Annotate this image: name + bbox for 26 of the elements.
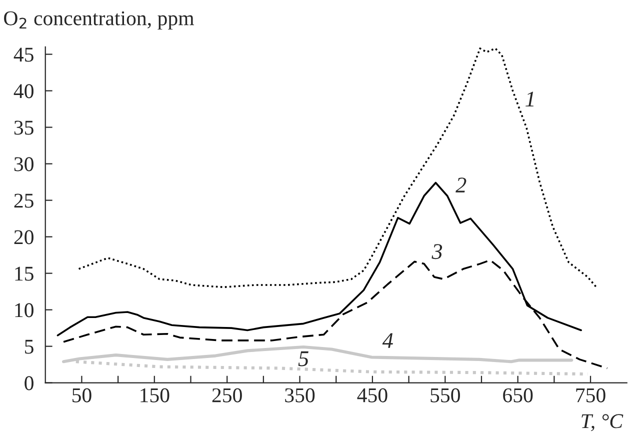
x-tick-label: 350 — [285, 388, 315, 402]
y-axis-title: O$_{2}$ concentration, ppm — [4, 11, 194, 30]
y-tick-label: 35 — [14, 120, 34, 135]
x-tick-label: 450 — [357, 388, 388, 402]
x-tick-label: 650 — [503, 388, 533, 402]
line-series — [78, 48, 598, 288]
y-tick-label: 0 — [24, 376, 34, 390]
y-tick-label: 45 — [14, 48, 34, 62]
series-label: 4 — [382, 333, 393, 348]
y-tick-label: 40 — [14, 84, 34, 98]
y-tick-label: 5 — [25, 340, 34, 354]
x-tick-label: 750 — [576, 388, 606, 402]
x-tick-label: 50 — [72, 388, 92, 402]
series-label: 3 — [432, 244, 442, 260]
series-label: 5 — [298, 351, 308, 366]
y-tick-label: 15 — [15, 266, 34, 281]
y-tick-label: 25 — [14, 194, 34, 208]
y-tick-label: 10 — [15, 303, 34, 318]
x-tick-label: 550 — [430, 388, 460, 402]
x-axis-title: T, °C — [582, 414, 624, 432]
y-tick-label: 20 — [14, 230, 34, 244]
x-tick-label: 250 — [212, 388, 242, 402]
series-label: 1 — [526, 92, 534, 106]
series-label: 2 — [456, 178, 466, 192]
x-tick-label: 150 — [140, 388, 170, 402]
y-tick-label: 30 — [14, 157, 34, 172]
